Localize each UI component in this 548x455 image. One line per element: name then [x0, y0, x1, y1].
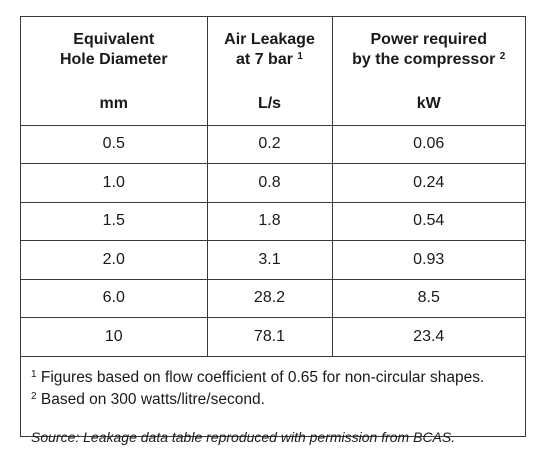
header-line2: Hole Diameter: [59, 51, 168, 68]
power-cell: 0.54: [332, 202, 525, 241]
hole-diameter-cell: 10: [21, 317, 208, 357]
leakage-table: Equivalent Hole Diameter Air Leakage at …: [21, 17, 525, 357]
air-leakage-cell: 28.2: [207, 279, 333, 318]
footnote-mark: 2: [499, 51, 506, 62]
header-line2: by the compressor: [352, 51, 496, 68]
table-row: 6.0 28.2 8.5: [21, 279, 525, 318]
header-row: Equivalent Hole Diameter Air Leakage at …: [21, 17, 525, 91]
header-line1: Air Leakage: [224, 31, 315, 48]
power-cell: 0.06: [332, 125, 525, 164]
header-line1: Power required: [370, 31, 487, 48]
air-leakage-cell: 78.1: [207, 317, 333, 357]
air-leakage-cell: 1.8: [207, 202, 333, 241]
hole-diameter-cell: 2.0: [21, 240, 208, 280]
footnote-mark: 1: [297, 51, 303, 62]
leakage-table-frame: Equivalent Hole Diameter Air Leakage at …: [20, 16, 526, 445]
power-cell: 8.5: [332, 279, 525, 318]
unit-label: mm: [21, 91, 208, 126]
air-leakage-cell: 3.1: [207, 240, 333, 280]
table-row: 0.5 0.2 0.06: [21, 125, 525, 164]
units-row: mm L/s kW: [21, 91, 525, 126]
header-hole-diameter: Equivalent Hole Diameter: [21, 17, 208, 91]
unit-label: kW: [332, 91, 525, 126]
footnote-text: Figures based on flow coefficient of 0.6…: [40, 368, 485, 386]
hole-diameter-cell: 1.0: [21, 163, 208, 203]
footnote-mark: 2: [31, 390, 37, 402]
header-power-required: Power required by the compressor 2: [332, 17, 525, 91]
table-row: 2.0 3.1 0.93: [21, 240, 525, 280]
footnote-text: Based on 300 watts/litre/second.: [40, 390, 265, 408]
header-line2: at 7 bar: [236, 51, 293, 68]
air-leakage-cell: 0.8: [207, 163, 333, 203]
footnote-mark: 1: [31, 368, 37, 380]
hole-diameter-cell: 1.5: [21, 202, 208, 241]
header-line1: Equivalent: [73, 31, 155, 48]
source-note: Source: Leakage data table reproduced wi…: [31, 428, 456, 445]
footnote: 2 Based on 300 watts/litre/second.: [31, 389, 513, 411]
table-row: 1.0 0.8 0.24: [21, 163, 525, 203]
table-row: 1.5 1.8 0.54: [21, 202, 525, 241]
header-air-leakage: Air Leakage at 7 bar 1: [207, 17, 333, 91]
power-cell: 23.4: [332, 317, 525, 357]
power-cell: 0.93: [332, 240, 525, 280]
hole-diameter-cell: 0.5: [21, 125, 208, 164]
hole-diameter-cell: 6.0: [21, 279, 208, 318]
table-row: 10 78.1 23.4: [21, 317, 525, 357]
power-cell: 0.24: [332, 163, 525, 203]
unit-label: L/s: [207, 91, 333, 126]
air-leakage-cell: 0.2: [207, 125, 333, 164]
footnotes: 1 Figures based on flow coefficient of 0…: [21, 357, 525, 411]
footnote: 1 Figures based on flow coefficient of 0…: [31, 367, 513, 389]
